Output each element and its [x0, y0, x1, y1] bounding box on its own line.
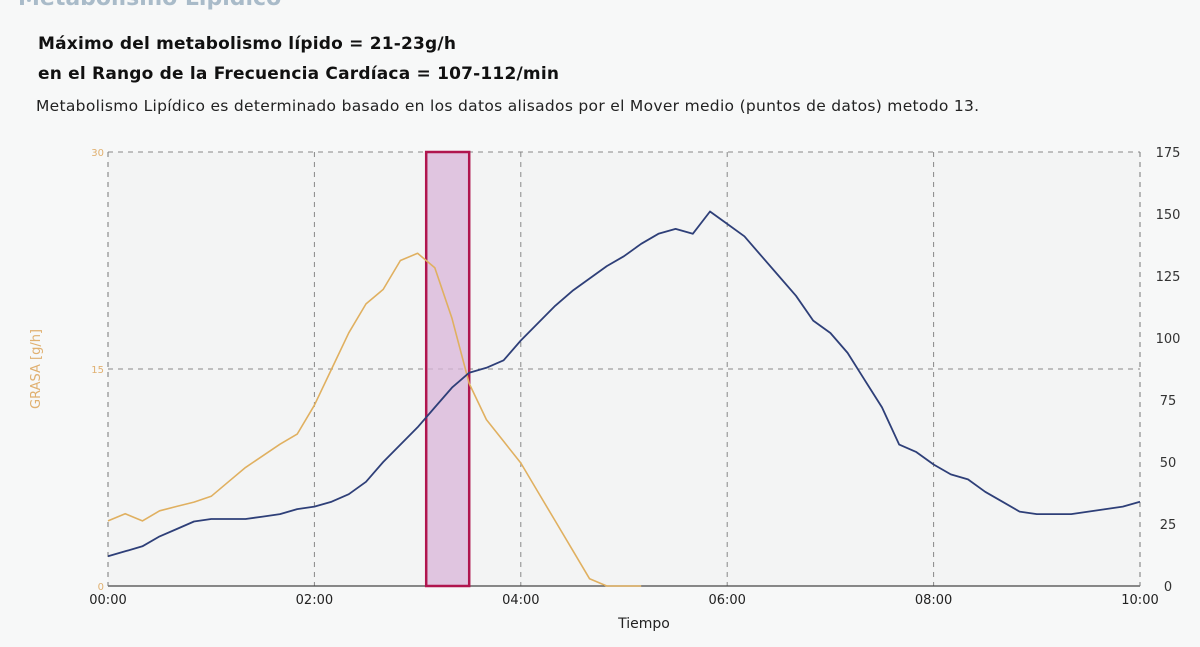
y-right-tick-label: 25	[1160, 518, 1177, 533]
x-axis-label: Tiempo	[617, 616, 670, 632]
y-left-tick-label: 30	[91, 148, 104, 159]
x-tick-label: 00:00	[89, 593, 126, 608]
y-right-tick-label: 175	[1156, 146, 1181, 161]
method-note: Metabolismo Lipídico es determinado basa…	[36, 97, 980, 115]
chart-svg: 00:00 02:00 04:00 06:00 08:00 10:00 0 15 30 0 25 50…	[29, 146, 1181, 632]
max-fat-metabolism-line: Máximo del metabolismo lípido = 21-23g/h	[38, 34, 457, 54]
x-tick-label: 10:00	[1121, 593, 1158, 608]
heart-rate-series-line	[107, 210, 1141, 558]
y-left-tick-label: 15	[91, 365, 104, 376]
y-right-tick-label: 0	[1164, 580, 1172, 595]
y-left-tick-label: 0	[98, 582, 104, 593]
optimal-range-band	[424, 150, 471, 588]
fat-metabolism-chart: 00:00 02:00 04:00 06:00 08:00 10:00 0 15 30 0 25 50…	[0, 130, 1200, 643]
x-tick-label: 08:00	[915, 593, 952, 608]
y-right-tick-label: 50	[1160, 456, 1177, 471]
heart-rate-range-line: en el Rango de la Frecuencia Cardíaca = …	[38, 64, 560, 84]
fat-series-line	[107, 252, 642, 587]
section-title: Metabolismo Lipídico	[18, 0, 281, 11]
y-right-tick-label: 100	[1156, 332, 1181, 347]
y-left-axis-label: GRASA [g/h]	[29, 329, 44, 409]
y-right-tick-label: 150	[1156, 208, 1181, 223]
y-right-tick-label: 75	[1160, 394, 1177, 409]
y-right-tick-label: 125	[1156, 270, 1181, 285]
x-tick-label: 02:00	[296, 593, 333, 608]
x-tick-label: 04:00	[502, 593, 539, 608]
x-tick-label: 06:00	[708, 593, 745, 608]
